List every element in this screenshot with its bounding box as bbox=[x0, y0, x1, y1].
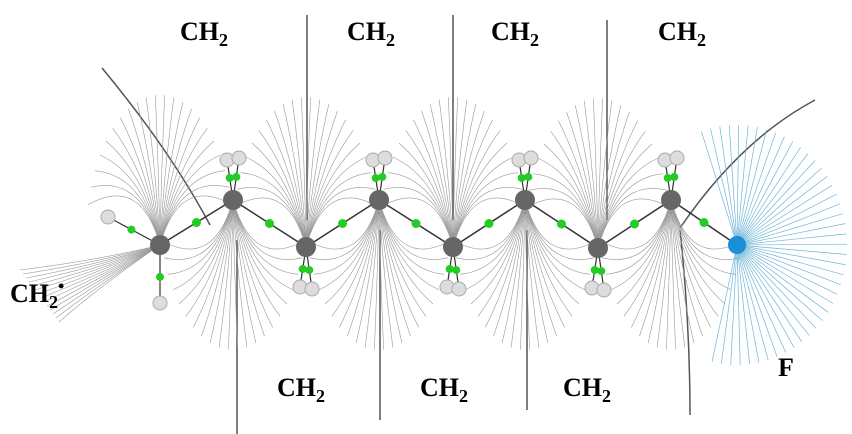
carbon bbox=[515, 190, 535, 210]
label: CH2 bbox=[563, 373, 611, 406]
gradient-path-f bbox=[737, 245, 759, 363]
label-subscript: 2 bbox=[459, 386, 468, 406]
hydrogen bbox=[101, 210, 115, 224]
bond-critical-point bbox=[156, 273, 164, 281]
bond-critical-point bbox=[670, 173, 678, 181]
carbon bbox=[588, 238, 608, 258]
gradient-path bbox=[95, 171, 160, 245]
gradient-path-f bbox=[737, 245, 768, 360]
label-text: CH bbox=[277, 373, 316, 402]
hydrogen bbox=[670, 151, 684, 165]
carbon bbox=[443, 237, 463, 257]
label-text: CH bbox=[658, 17, 697, 46]
bond-critical-point bbox=[232, 173, 240, 181]
label: CH2• bbox=[10, 276, 64, 312]
gradient-path bbox=[160, 171, 225, 245]
gradient-path-f bbox=[737, 244, 847, 245]
bond-critical-point bbox=[700, 218, 709, 227]
bond-critical-point bbox=[485, 219, 494, 228]
label-superscript: • bbox=[58, 276, 64, 296]
gradient-path-f bbox=[712, 245, 737, 362]
gradient-path bbox=[168, 200, 233, 274]
label: F bbox=[778, 353, 794, 382]
gradient-path bbox=[379, 200, 444, 274]
label-text: CH bbox=[420, 373, 459, 402]
gradient-path bbox=[314, 200, 379, 274]
label-subscript: 2 bbox=[386, 30, 395, 50]
bond-critical-point bbox=[127, 226, 135, 234]
gradient-path-f bbox=[701, 131, 737, 245]
gradient-path bbox=[241, 173, 306, 247]
carbon bbox=[150, 235, 170, 255]
gradient-path-f bbox=[721, 245, 737, 364]
gradient-path-f bbox=[720, 126, 737, 245]
separatrix bbox=[102, 68, 210, 225]
carbon bbox=[223, 190, 243, 210]
gradient-path bbox=[50, 245, 160, 310]
hydrogen bbox=[597, 283, 611, 297]
label-text: CH bbox=[491, 17, 530, 46]
bond-critical-point bbox=[524, 173, 532, 181]
hydrogen bbox=[232, 151, 246, 165]
labels: CH2CH2CH2CH2CH2CH2CH2CH2•F bbox=[10, 17, 794, 406]
gradient-path-f bbox=[737, 127, 757, 245]
label-subscript: 2 bbox=[219, 30, 228, 50]
bond-critical-point bbox=[597, 267, 605, 275]
label-subscript: 2 bbox=[316, 386, 325, 406]
carbon bbox=[296, 237, 316, 257]
gradient-path-f bbox=[737, 224, 845, 245]
gradient-path bbox=[306, 173, 371, 247]
gradient-path-f bbox=[731, 245, 737, 365]
hydrogen bbox=[378, 151, 392, 165]
label: CH2 bbox=[347, 17, 395, 50]
bond-critical-point bbox=[378, 173, 386, 181]
label: CH2 bbox=[658, 17, 706, 50]
bond-critical-point bbox=[338, 219, 347, 228]
fluorine bbox=[728, 236, 746, 254]
label-text: F bbox=[778, 353, 794, 382]
label: CH2 bbox=[420, 373, 468, 406]
hydrogen bbox=[153, 296, 167, 310]
label-text: CH bbox=[10, 279, 49, 308]
label-text: CH bbox=[180, 17, 219, 46]
gradient-paths bbox=[20, 15, 847, 434]
carbon bbox=[369, 190, 389, 210]
hydrogen bbox=[452, 282, 466, 296]
bond-critical-point bbox=[192, 218, 201, 227]
gradient-path bbox=[88, 196, 160, 245]
gradient-path bbox=[59, 245, 160, 322]
label: CH2 bbox=[277, 373, 325, 406]
bond-critical-point bbox=[452, 266, 460, 274]
label: CH2 bbox=[491, 17, 539, 50]
label-text: CH bbox=[347, 17, 386, 46]
label-subscript: 2 bbox=[697, 30, 706, 50]
label: CH2 bbox=[180, 17, 228, 50]
bond-critical-point bbox=[557, 220, 566, 229]
bond-critical-point bbox=[412, 219, 421, 228]
label-subscript: 2 bbox=[602, 386, 611, 406]
gradient-path bbox=[233, 200, 298, 274]
gradient-path bbox=[388, 173, 453, 247]
bond-critical-point bbox=[630, 220, 639, 229]
gradient-path-f bbox=[737, 185, 832, 245]
carbon bbox=[661, 190, 681, 210]
bond-critical-point bbox=[265, 219, 274, 228]
hydrogen bbox=[524, 151, 538, 165]
bond-critical-point bbox=[305, 266, 313, 274]
hydrogen bbox=[305, 282, 319, 296]
label-subscript: 2 bbox=[530, 30, 539, 50]
label-subscript: 2 bbox=[49, 292, 58, 312]
gradient-field-diagram: CH2CH2CH2CH2CH2CH2CH2CH2•F bbox=[0, 0, 852, 434]
label-text: CH bbox=[563, 373, 602, 402]
gradient-path-f bbox=[737, 234, 847, 245]
